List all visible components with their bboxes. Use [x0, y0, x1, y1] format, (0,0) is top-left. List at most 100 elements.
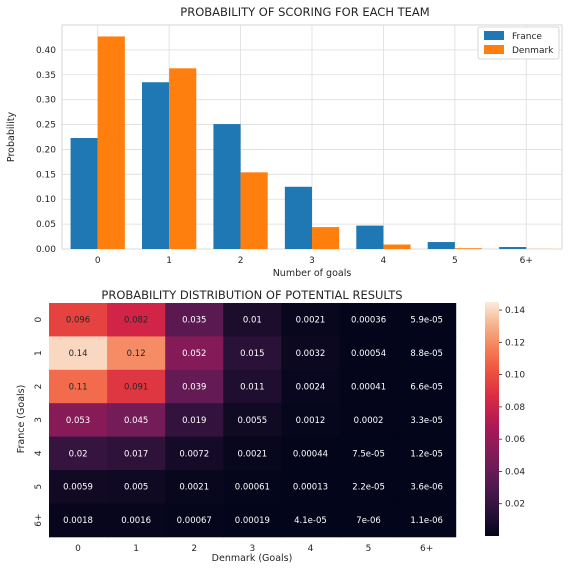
heatmap-cell-label: 0.00041: [351, 383, 386, 393]
heatmap-cell: [49, 369, 108, 404]
heatmap-cell: [165, 336, 224, 371]
heatmap-cell: [339, 303, 399, 337]
heatmap-cell-label: 2.2e-05: [352, 483, 385, 493]
bar-y-tick-label: 0.25: [36, 121, 56, 131]
heatmap-cell: [281, 303, 340, 337]
heatmap-cell: [107, 403, 166, 438]
bar-y-tick-label: 0.10: [36, 195, 56, 205]
heatmap-cell-label: 0.053: [66, 416, 90, 426]
heatmap-cell: [107, 336, 166, 371]
colorbar-tick-label: 0.08: [505, 403, 525, 413]
heatmap-cell: [165, 403, 224, 438]
heatmap-cell-label: 0.0059: [63, 483, 93, 493]
heatmap-cell: [165, 503, 224, 538]
heatmap-cell: [397, 503, 457, 538]
heatmap-cell: [281, 503, 340, 538]
heatmap-x-tick-label: 3: [249, 544, 255, 554]
bar-france-0: [70, 137, 98, 249]
heatmap-cell: [165, 303, 224, 337]
heatmap-y-tick-labels: 0 1 2 3 4 5 6+: [34, 317, 44, 527]
heatmap-cell-label: 0.039: [182, 383, 206, 393]
bar-y-axis-label: Probability: [6, 112, 17, 163]
heatmap-cell: [107, 436, 166, 471]
heatmap-chart: PROBABILITY DISTRIBUTION OF POTENTIAL RE…: [16, 288, 525, 564]
heatmap-cell-label: 0.0021: [179, 483, 209, 493]
bar-chart: PROBABILITY OF SCORING FOR EACH TEAM 0.0…: [6, 5, 563, 279]
heatmap-x-tick-label: 0: [75, 544, 81, 554]
heatmap-cell: [397, 403, 457, 438]
heatmap-y-tick-label: 6+: [34, 513, 44, 526]
heatmap-cell: [165, 470, 224, 504]
heatmap-cell: [397, 470, 457, 504]
heatmap-cell-label: 0.14: [69, 349, 88, 359]
heatmap-cell: [281, 403, 340, 438]
bar-x-axis-label: Number of goals: [273, 268, 352, 279]
heatmap-y-tick-label: 2: [34, 384, 44, 390]
bar-france-1: [142, 82, 170, 249]
heatmap-cell-label: 0.11: [69, 383, 88, 393]
bar-y-tick-label: 0.05: [36, 220, 56, 230]
heatmap-cell-label: 0.0012: [296, 416, 326, 426]
bar-x-tick-label: 3: [309, 256, 315, 266]
heatmap-cell-label: 1.1e-06: [410, 516, 443, 526]
heatmap-y-tick-label: 0: [34, 317, 44, 323]
heatmap-cell: [397, 303, 457, 337]
heatmap-cell: [223, 369, 282, 404]
heatmap-cell: [339, 503, 399, 538]
heatmap-cell: [397, 369, 457, 404]
heatmap-cell-label: 8.8e-05: [410, 349, 443, 359]
colorbar-tick-label: 0.04: [505, 467, 525, 477]
heatmap-cell: [107, 470, 166, 504]
heatmap-cell-label: 0.005: [124, 483, 148, 493]
bar-denmark-3: [312, 227, 340, 249]
bar-denmark-4: [383, 244, 411, 249]
heatmap-cell-label: 0.045: [124, 416, 148, 426]
colorbar-tick-label: 0.06: [505, 435, 525, 445]
heatmap-cell: [223, 436, 282, 471]
heatmap-cell-label: 0.00036: [351, 316, 386, 326]
bar-legend: France Denmark: [477, 26, 560, 60]
bar-y-tick-label: 0.00: [36, 245, 56, 255]
bar-france-3: [284, 186, 312, 249]
heatmap-cell: [339, 369, 399, 404]
heatmap-title: PROBABILITY DISTRIBUTION OF POTENTIAL RE…: [101, 288, 402, 302]
heatmap-cell-label: 3.3e-05: [410, 416, 443, 426]
heatmap-cell: [339, 403, 399, 438]
colorbar-ticks: 0.02 0.04 0.06 0.08 0.10 0.12 0.14: [499, 306, 525, 510]
heatmap-cell-label: 0.0021: [237, 449, 267, 459]
heatmap-cell: [223, 470, 282, 504]
heatmap-x-tick-label: 4: [308, 544, 314, 554]
heatmap-cell-label: 0.0021: [296, 316, 326, 326]
heatmap-cell-label: 0.0072: [179, 449, 209, 459]
heatmap-cell-label: 0.0002: [354, 416, 384, 426]
bar-y-tick-label: 0.40: [36, 46, 56, 56]
heatmap-cell-label: 0.0055: [237, 416, 267, 426]
heatmap-cell: [49, 303, 108, 337]
heatmap-cell-label: 0.0018: [63, 516, 93, 526]
heatmap-cell: [165, 369, 224, 404]
heatmap-cell: [49, 436, 108, 471]
legend-label-france: France: [512, 32, 542, 42]
colorbar-tick-label: 0.10: [505, 371, 525, 381]
bar-france-4: [356, 225, 384, 249]
bar-denmark-0: [97, 36, 125, 250]
heatmap-cell: [281, 369, 340, 404]
bar-x-tick-labels: 0 1 2 3 4 5 6+: [95, 256, 533, 266]
heatmap-cell-label: 0.12: [127, 349, 146, 359]
heatmap-cell-label: 0.0024: [296, 383, 326, 393]
heatmap-cell-label: 0.0032: [296, 349, 326, 359]
heatmap-cell-label: 0.00054: [351, 349, 386, 359]
bar-denmark-5: [454, 248, 482, 249]
heatmap-cell-label: 0.00061: [235, 483, 270, 493]
colorbar-tick-label: 0.02: [505, 500, 525, 510]
heatmap-y-axis-label: France (Goals): [16, 385, 27, 454]
heatmap-cell: [49, 470, 108, 504]
heatmap-cell-label: 5.9e-05: [410, 316, 443, 326]
heatmap-cell-label: 0.096: [66, 316, 90, 326]
bar-x-tick-label: 4: [381, 256, 387, 266]
heatmap-y-tick-label: 1: [34, 350, 44, 356]
bar-y-tick-labels: 0.00 0.05 0.10 0.15 0.20 0.25 0.30 0.35 0.40: [36, 46, 56, 255]
bar-x-tick-label: 6+: [520, 256, 533, 266]
legend-swatch-denmark: [484, 45, 504, 54]
bar-y-tick-label: 0.35: [36, 71, 56, 81]
